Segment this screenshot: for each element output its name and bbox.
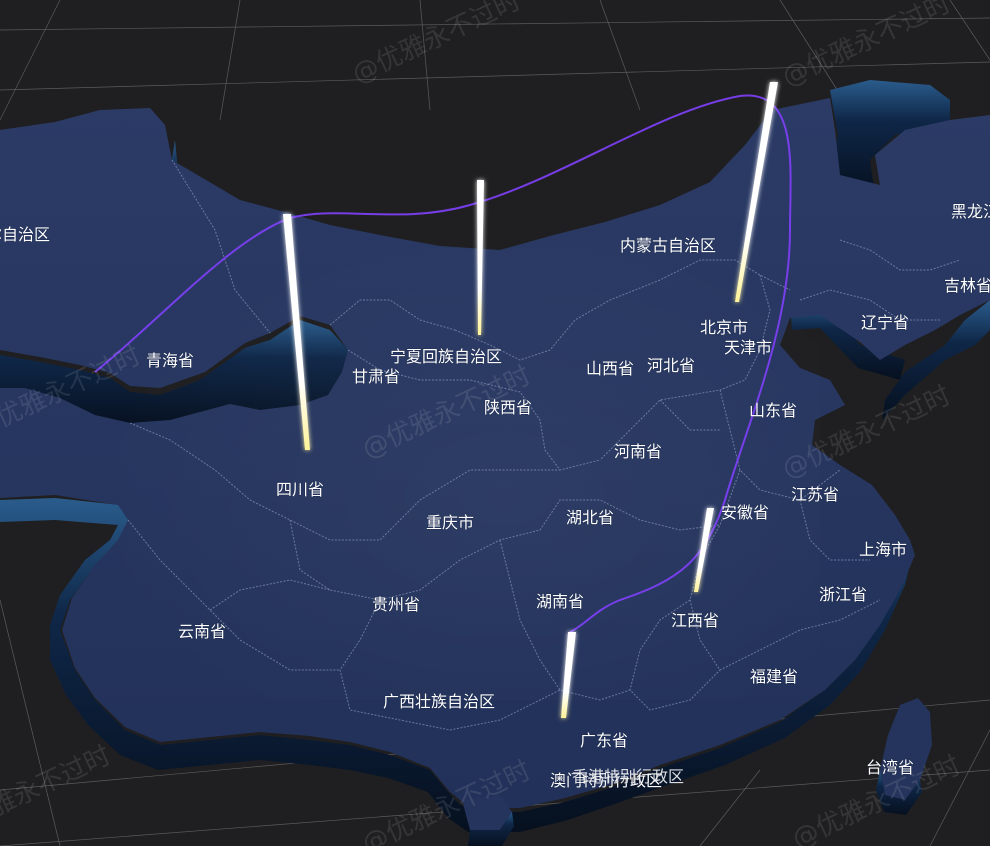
label-zhejiang: 浙江省: [819, 585, 867, 604]
label-guizhou: 贵州省: [372, 595, 420, 614]
label-shandong: 山东省: [749, 401, 797, 420]
watermark-1: @优雅永不过时: [348, 0, 526, 90]
label-jiangxi: 江西省: [671, 611, 719, 630]
label-heilongjiang: 黑龙江: [951, 202, 990, 221]
label-shanxi: 山西省: [586, 359, 634, 378]
label-yunnan: 云南省: [178, 622, 226, 641]
hainan-island: [462, 795, 512, 830]
label-jiangsu: 江苏省: [791, 485, 839, 504]
label-jilin: 吉林省: [944, 276, 990, 295]
label-hongkong: 香港特别行政区: [572, 767, 684, 786]
bar-sichuan: [283, 214, 310, 450]
bar-guangdong: [561, 632, 576, 718]
label-guangxi: 广西壮族自治区: [383, 692, 495, 711]
label-xinjiang: 尔自治区: [0, 225, 50, 244]
label-taiwan: 台湾省: [866, 758, 914, 777]
label-anhui: 安徽省: [721, 503, 769, 522]
label-tianjin: 天津市: [724, 338, 772, 357]
label-gansu: 甘肃省: [352, 367, 400, 386]
data-bars: [283, 82, 778, 718]
label-ningxia: 宁夏回族自治区: [390, 347, 502, 366]
label-hongkong-macau: 澳门特别行政区: [550, 771, 662, 790]
label-chongqing: 重庆市: [426, 513, 474, 532]
label-guangdong: 广东省: [580, 731, 628, 750]
label-qinghai: 青海省: [146, 351, 194, 370]
route-line: [94, 94, 792, 633]
bar-beijing: [735, 82, 778, 302]
watermark-2: @优雅永不过时: [778, 0, 956, 93]
bar-ningxia: [477, 180, 484, 335]
province-labels: 尔自治区 青海省 甘肃省 宁夏回族自治区 内蒙古自治区 黑龙江 吉林省 辽宁省 …: [0, 202, 990, 791]
label-henan: 河南省: [614, 442, 662, 461]
label-liaoning: 辽宁省: [861, 313, 909, 332]
label-beijing: 北京市: [700, 318, 748, 337]
label-sichuan: 四川省: [276, 480, 324, 499]
label-shanghai: 上海市: [859, 540, 907, 559]
label-hebei: 河北省: [647, 356, 695, 375]
label-fujian: 福建省: [750, 667, 798, 686]
label-hubei: 湖北省: [566, 508, 614, 527]
taiwan-island: [880, 698, 932, 800]
label-shaanxi: 陕西省: [484, 398, 532, 417]
label-hunan: 湖南省: [536, 592, 584, 611]
bar-jiangxi: [694, 508, 714, 592]
label-neimenggu: 内蒙古自治区: [620, 236, 716, 255]
